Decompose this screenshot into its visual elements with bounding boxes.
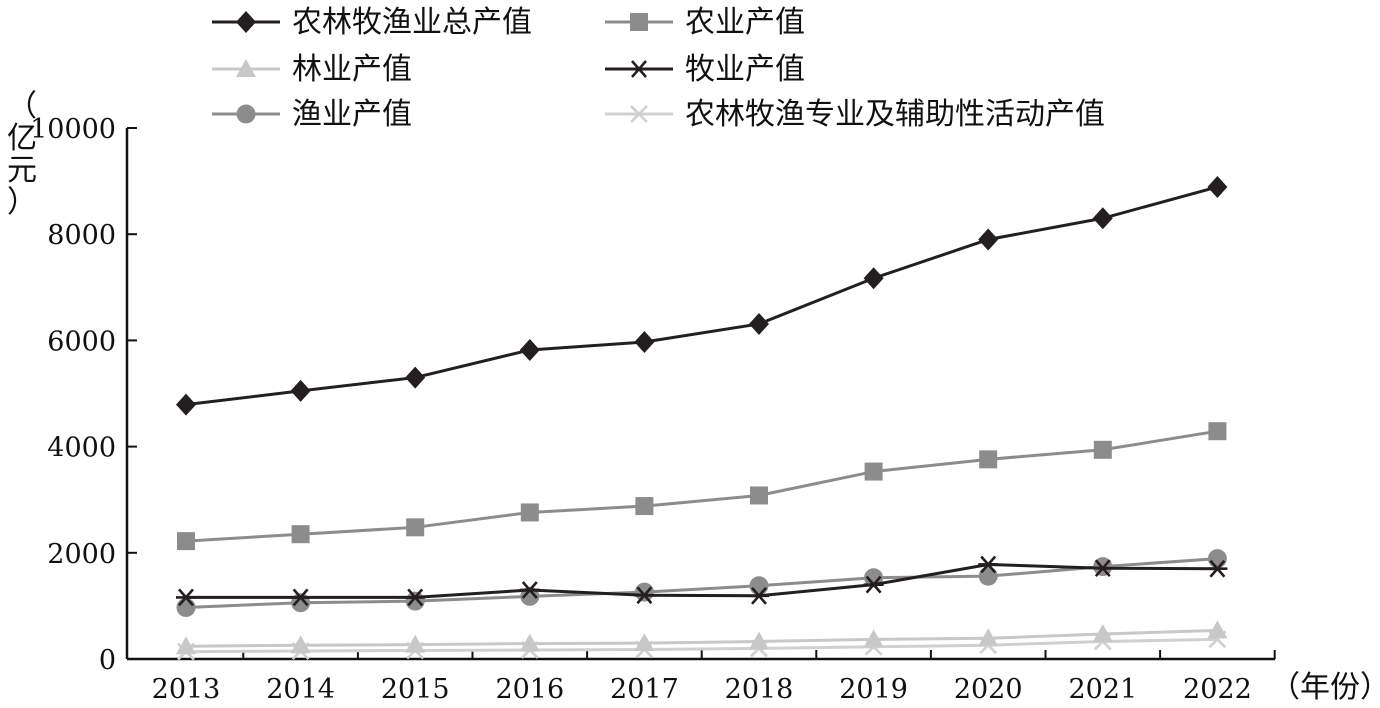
- data-point: [290, 379, 311, 402]
- x-tick-label: 2017: [610, 674, 679, 705]
- data-point: [1208, 422, 1227, 441]
- y-tick-label: 10000: [30, 114, 116, 145]
- y-axis-title: （亿元）: [7, 89, 37, 220]
- legend-marker: [236, 59, 256, 77]
- data-point: [634, 586, 655, 605]
- x-ticks: 2013 2014 2015 2016 2017 2018 2019 2020 2021 2022: [152, 650, 1276, 705]
- data-point: [979, 450, 998, 469]
- series-1: [177, 422, 1227, 551]
- data-point: [749, 312, 769, 335]
- series-4: [176, 549, 1227, 617]
- data-point: [863, 575, 884, 594]
- legend-item: 农业产值: [605, 5, 805, 40]
- x-tick-label: 2020: [954, 674, 1023, 705]
- data-point: [749, 576, 769, 596]
- legend-item: 农林牧渔业总产值: [212, 5, 532, 40]
- data-point: [176, 393, 196, 416]
- data-point: [864, 462, 883, 481]
- data-point: [1207, 620, 1228, 639]
- series-line: [185, 628, 1218, 648]
- y-tick-label: 6000: [47, 326, 116, 357]
- data-point: [1207, 559, 1228, 578]
- data-point: [405, 588, 426, 607]
- x-tick-label: 2016: [495, 674, 564, 705]
- data-point: [978, 228, 999, 251]
- series-line: [185, 557, 1218, 609]
- legend-marker: [236, 11, 256, 33]
- x-tick-label: 2018: [725, 674, 794, 705]
- y-ticks: 0 2000 4000 6000 8000 10000: [30, 114, 137, 676]
- legend-marker: [236, 104, 256, 124]
- data-point: [1092, 624, 1113, 643]
- data-point: [750, 486, 768, 505]
- y-tick-label: 2000: [47, 539, 116, 570]
- legend-label: 农林牧渔业总产值: [292, 5, 532, 40]
- data-point: [978, 555, 999, 574]
- data-point: [406, 518, 425, 537]
- data-point: [749, 631, 769, 650]
- data-point: [1207, 175, 1228, 198]
- data-point: [176, 597, 196, 617]
- data-point: [290, 635, 311, 654]
- data-point: [176, 636, 196, 655]
- series-line: [185, 429, 1218, 543]
- x-tick-label: 2019: [839, 674, 908, 705]
- x-tick-label: 2013: [152, 674, 221, 705]
- legend-item: 林业产值: [212, 52, 412, 87]
- legend-item: 牧业产值: [605, 52, 805, 87]
- y-tick-label: 4000: [47, 433, 116, 464]
- legend-marker: [630, 13, 648, 31]
- data-point: [176, 588, 196, 607]
- series-group: [176, 175, 1228, 661]
- data-point: [520, 503, 539, 522]
- x-axis-title: （年份）: [1270, 670, 1380, 705]
- data-point: [978, 628, 999, 647]
- legend-item: 渔业产值: [212, 97, 412, 132]
- data-point: [290, 588, 311, 607]
- data-point: [1207, 549, 1227, 569]
- legend-label: 渔业产值: [292, 97, 412, 132]
- x-tick-label: 2015: [381, 674, 450, 705]
- y-tick-label: 0: [99, 645, 116, 676]
- data-point: [519, 338, 540, 361]
- series-line: [185, 185, 1218, 407]
- legend-marker: [629, 60, 649, 78]
- data-point: [519, 581, 540, 599]
- data-point: [1092, 207, 1113, 230]
- data-point: [1093, 440, 1112, 459]
- data-point: [405, 634, 426, 653]
- series-line: [185, 637, 1218, 654]
- series-line: [186, 562, 1218, 599]
- data-point: [634, 330, 655, 353]
- data-point: [635, 497, 654, 516]
- data-point: [519, 633, 540, 652]
- series-0: [176, 175, 1228, 416]
- x-tick-label: 2021: [1068, 674, 1137, 705]
- legend-label: 农业产值: [685, 5, 805, 40]
- y-tick-label: 8000: [47, 220, 116, 251]
- series-2: [176, 620, 1228, 655]
- data-point: [177, 532, 195, 551]
- data-point: [405, 366, 426, 389]
- data-point: [863, 629, 884, 648]
- data-point: [749, 586, 769, 605]
- x-tick-label: 2014: [266, 674, 335, 705]
- legend-label: 农林牧渔专业及辅助性活动产值: [685, 97, 1105, 132]
- data-point: [634, 633, 655, 652]
- series-3: [176, 555, 1228, 607]
- data-point: [863, 267, 884, 290]
- data-point: [291, 525, 310, 544]
- data-point: [405, 591, 425, 611]
- data-point: [1092, 559, 1113, 578]
- x-tick-label: 2022: [1183, 674, 1252, 705]
- legend-label: 林业产值: [292, 52, 412, 87]
- legend-label: 牧业产值: [685, 52, 805, 87]
- legend-item: 农林牧渔专业及辅助性活动产值: [605, 97, 1105, 132]
- data-point: [634, 582, 654, 602]
- legend-marker: [630, 105, 648, 123]
- data-point: [978, 566, 998, 586]
